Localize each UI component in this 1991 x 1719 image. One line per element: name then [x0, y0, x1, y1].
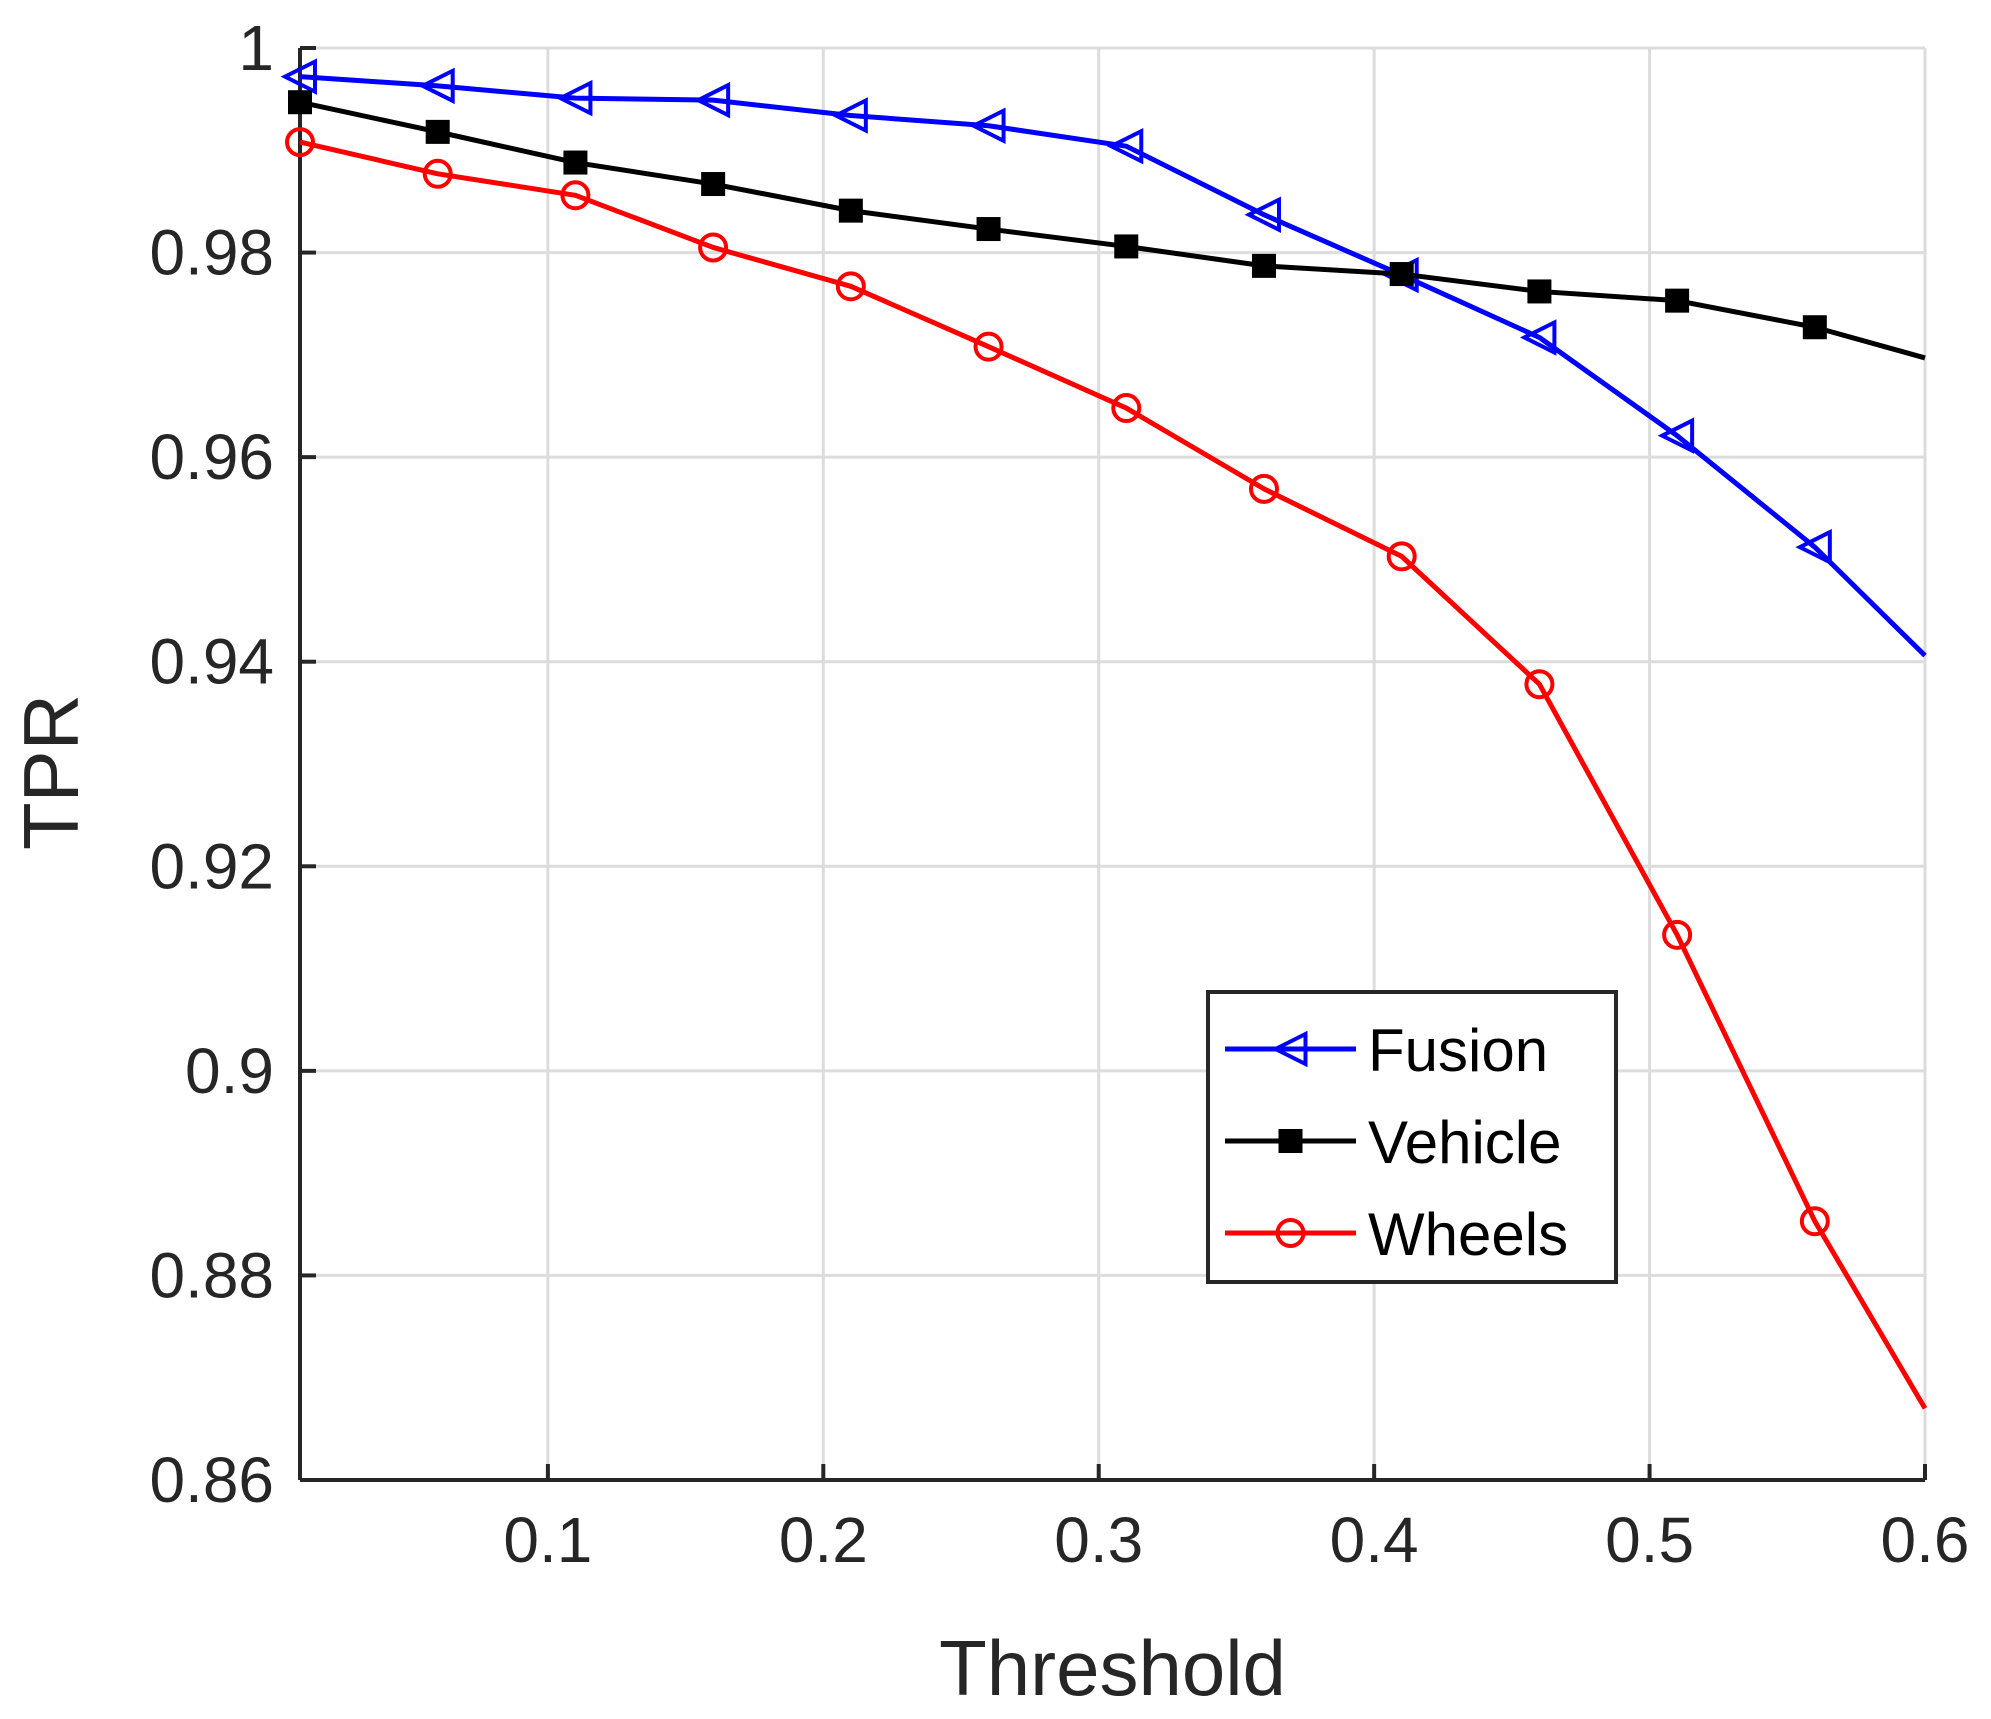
data-point-fusion: [1244, 196, 1281, 233]
y-tick-label: 0.98: [149, 217, 274, 289]
data-point-fusion: [555, 79, 593, 117]
y-tick-label: 0.88: [149, 1239, 274, 1311]
data-point-wheels: [698, 232, 729, 263]
data-point-wheels: [973, 331, 1004, 362]
data-point-vehicle: [1389, 262, 1414, 287]
data-point-wheels: [1662, 919, 1693, 950]
legend-marker-vehicle: [1278, 1129, 1303, 1153]
legend-label-fusion: Fusion: [1368, 1017, 1548, 1084]
data-point-vehicle: [1251, 253, 1276, 278]
x-tick-label: 0.4: [1330, 1504, 1419, 1576]
legend-marker-fusion: [1271, 1030, 1308, 1068]
data-point-wheels: [422, 158, 453, 189]
axes: [298, 46, 1927, 1482]
data-point-fusion: [1106, 127, 1144, 165]
series-vehicle: [288, 90, 1926, 361]
series-line-fusion: [299, 74, 1927, 658]
y-tick-label: 0.94: [149, 626, 274, 698]
data-point-fusion: [280, 58, 317, 95]
data-point-vehicle: [701, 172, 726, 197]
y-tick-label: 0.86: [149, 1444, 274, 1516]
data-point-wheels: [1111, 393, 1142, 424]
data-point-vehicle: [1527, 279, 1552, 304]
data-point-fusion: [693, 81, 731, 119]
data-point-fusion: [1657, 417, 1695, 454]
y-axis-title: TPR: [7, 694, 95, 850]
data-point-fusion: [1519, 319, 1557, 356]
legend: Fusion Vehicle Wheels: [1206, 990, 1618, 1284]
data-point-vehicle: [1665, 288, 1690, 313]
y-tick-label: 0.92: [149, 830, 274, 902]
data-point-vehicle: [1802, 315, 1827, 340]
data-point-wheels: [1799, 1206, 1830, 1237]
x-tick-label: 0.5: [1605, 1504, 1694, 1576]
legend-label-vehicle: Vehicle: [1368, 1109, 1561, 1176]
x-tick-label: 0.1: [503, 1504, 592, 1576]
data-point-vehicle: [976, 217, 1001, 242]
y-tick-label: 0.96: [149, 421, 274, 493]
series-fusion: [280, 58, 1927, 658]
x-tick-label: 0.6: [1881, 1504, 1970, 1576]
legend-label-wheels: Wheels: [1368, 1201, 1568, 1268]
y-tick-label: 1: [238, 12, 274, 84]
data-point-vehicle: [563, 150, 588, 175]
x-axis-title: Threshold: [939, 1624, 1286, 1712]
data-point-wheels: [560, 180, 591, 211]
data-point-fusion: [1795, 528, 1832, 566]
data-point-wheels: [1524, 669, 1555, 700]
data-point-wheels: [1386, 541, 1417, 572]
data-point-wheels: [835, 271, 866, 302]
x-tick-label: 0.3: [1054, 1504, 1143, 1576]
data-point-vehicle: [838, 198, 863, 223]
data-point-fusion: [831, 97, 868, 134]
data-point-fusion: [418, 67, 455, 105]
data-point-vehicle: [1114, 234, 1139, 259]
data-point-vehicle: [288, 90, 312, 115]
data-point-wheels: [285, 127, 315, 158]
series-wheels: [285, 127, 1928, 1410]
legend-marker-wheels: [1275, 1218, 1306, 1248]
series-line-wheels: [299, 139, 1928, 1410]
data-point-vehicle: [425, 119, 450, 144]
data-series: [280, 58, 1928, 1410]
data-point-wheels: [1248, 473, 1279, 504]
x-tick-label: 0.2: [779, 1504, 868, 1576]
x-axis-ticks: 0.1 0.2 0.3 0.4 0.5 0.6: [503, 1464, 1969, 1576]
data-point-fusion: [969, 107, 1006, 144]
y-tick-label: 0.9: [185, 1035, 274, 1107]
y-axis-ticks: 0.86 0.88 0.9 0.92 0.94 0.96 0.98 1: [149, 12, 316, 1516]
